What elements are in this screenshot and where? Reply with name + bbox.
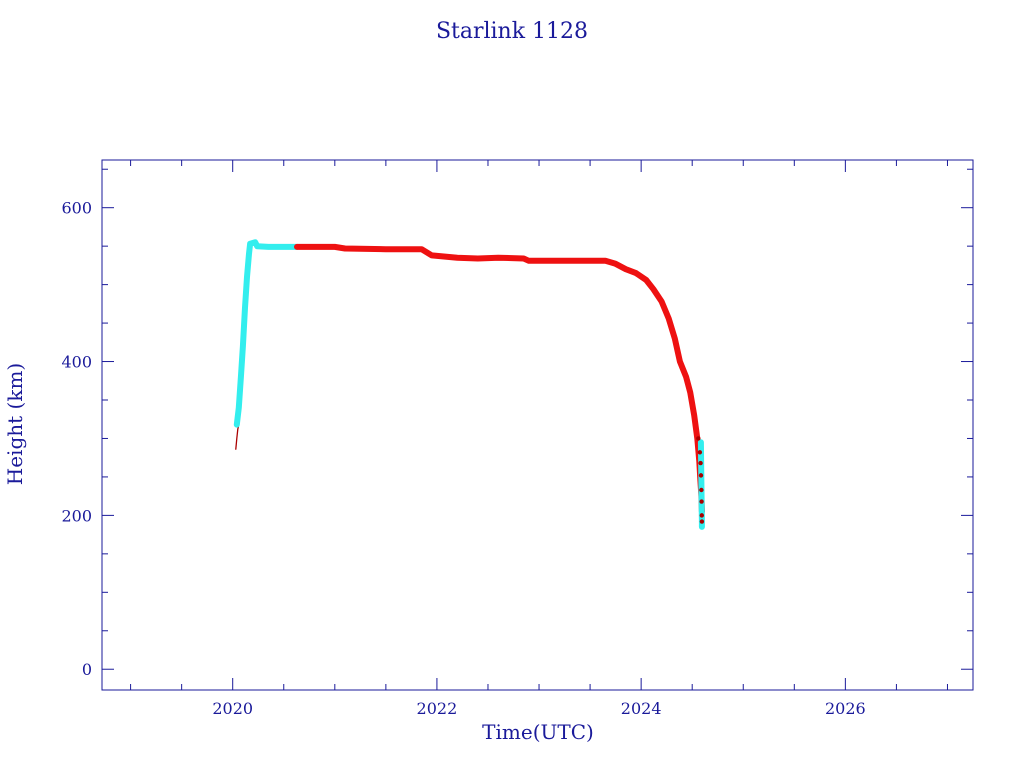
series-4-point bbox=[698, 473, 704, 478]
plot-frame bbox=[101, 159, 974, 691]
series-4-point bbox=[697, 450, 703, 455]
series-4-point bbox=[699, 519, 705, 524]
x-tick-label: 2026 bbox=[825, 699, 866, 718]
y-tick-label: 600 bbox=[61, 199, 92, 218]
series-4-point bbox=[696, 436, 701, 441]
plot-area: 2020 2022 2024 2026 0 200 400 600 bbox=[61, 159, 974, 718]
x-tick-label: 2024 bbox=[621, 699, 662, 718]
series-1-line bbox=[233, 239, 300, 428]
series-0-line bbox=[235, 423, 240, 450]
x-tick-label: 2022 bbox=[417, 699, 458, 718]
series-4-point bbox=[699, 513, 704, 518]
series-4-point bbox=[699, 487, 704, 493]
series-4-point bbox=[699, 499, 704, 504]
series-2-line bbox=[294, 243, 705, 515]
chart-title: Starlink 1128 bbox=[436, 19, 588, 44]
x-axis-label: Time(UTC) bbox=[482, 720, 594, 744]
y-axis-label: Height (km) bbox=[3, 363, 27, 485]
y-tick-label: 200 bbox=[61, 506, 92, 525]
x-tick-label: 2020 bbox=[212, 699, 253, 718]
y-tick-label: 0 bbox=[82, 660, 92, 679]
y-tick-label: 400 bbox=[61, 353, 92, 372]
series-4-point bbox=[698, 460, 703, 466]
